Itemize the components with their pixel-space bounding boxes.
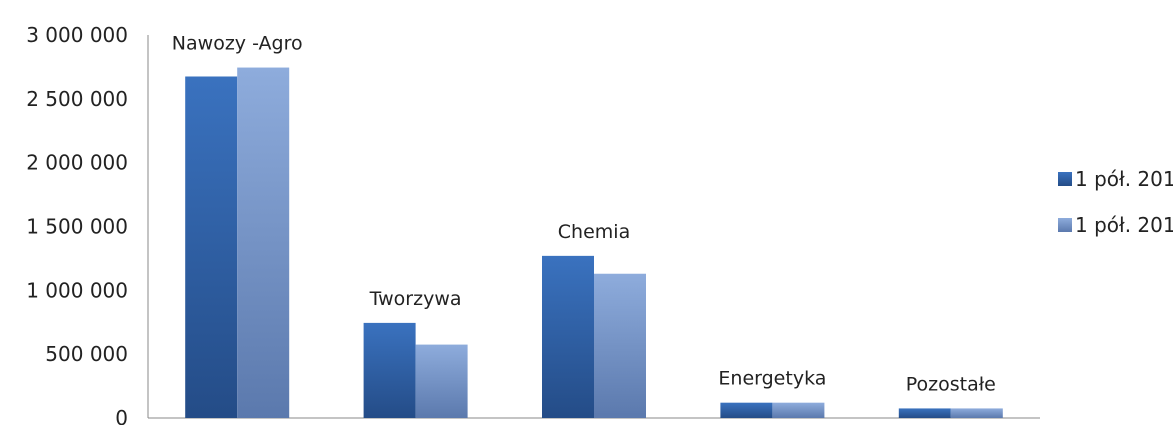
legend: 1 pół. 2017 1 pół. 2016 [1058,167,1173,237]
y-axis-tick-labels: 0 500 000 1 000 000 1 500 000 2 000 000 2 500… [26,23,128,425]
bar-series-2017 [363,322,416,418]
bar-series-2016 [772,402,825,418]
bar-series-2016 [950,408,1003,418]
category-label: Chemia [558,221,630,243]
bar-series-2016 [237,67,290,419]
bar-series-2017 [542,255,594,418]
category-labels: Nawozy -Agro Tworzywa Chemia Energetyka Pozo… [172,33,996,396]
y-tick-label: 3 000 000 [26,23,128,47]
bar-series-2016 [415,344,468,418]
category-label: Tworzywa [369,288,462,310]
bars [185,67,1003,419]
category-label: Pozostałe [906,373,996,395]
category-label: Energetyka [718,368,826,390]
bar-series-2017 [898,408,951,418]
legend-label: 1 pół. 2016 [1075,213,1173,237]
y-tick-label: 2 500 000 [26,87,128,111]
y-tick-label: 1 000 000 [26,278,128,302]
y-tick-label: 0 [115,406,128,425]
y-tick-label: 500 000 [45,342,128,366]
y-tick-label: 1 500 000 [26,215,128,239]
category-label: Nawozy -Agro [172,33,303,55]
y-tick-label: 2 000 000 [26,151,128,175]
legend-label: 1 pół. 2017 [1075,167,1173,191]
legend-swatch [1058,172,1072,186]
legend-swatch [1058,218,1072,232]
bar-series-2017 [720,402,773,418]
bar-series-2016 [594,273,646,418]
bar-series-2017 [185,76,238,418]
